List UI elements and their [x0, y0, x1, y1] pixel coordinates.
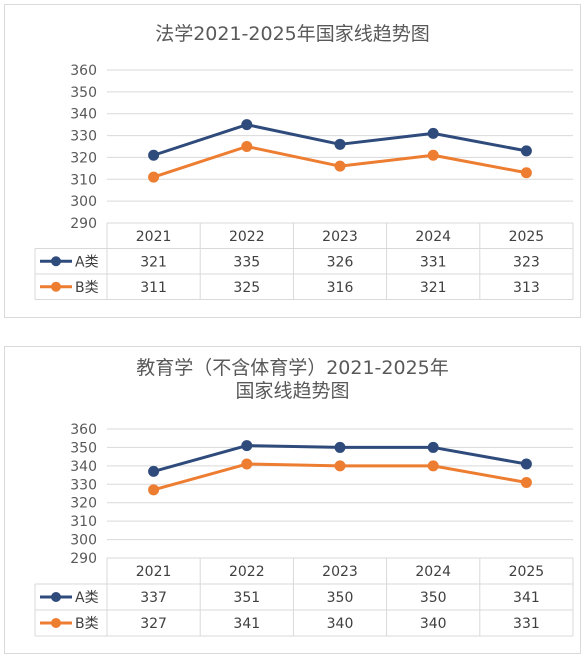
data-point — [148, 149, 160, 161]
legend-label: A类 — [75, 590, 99, 606]
x-tick-label: 2025 — [509, 564, 545, 580]
data-table-value: 313 — [513, 280, 540, 296]
data-point — [520, 167, 532, 179]
x-tick-label: 2023 — [322, 229, 358, 245]
data-point — [148, 465, 160, 477]
y-tick-label: 360 — [70, 422, 97, 438]
chart-title-line: 教育学（不含体育学）2021-2025年 — [136, 357, 449, 379]
data-table-value: 325 — [233, 280, 260, 296]
x-tick-label: 2024 — [415, 564, 451, 580]
x-tick-label: 2024 — [415, 229, 451, 245]
y-tick-label: 350 — [70, 440, 97, 456]
x-tick-label: 2025 — [509, 229, 545, 245]
legend-label: B类 — [75, 280, 99, 296]
chart-panel-education: 教育学（不含体育学）2021-2025年 国家线趋势图 290 300 310 320… — [4, 346, 581, 654]
legend-label: A类 — [75, 254, 99, 270]
y-tick-label: 310 — [70, 514, 97, 530]
data-point — [427, 460, 439, 472]
data-table-value: 350 — [420, 590, 447, 606]
data-table-value: 331 — [513, 616, 540, 632]
y-tick-label: 350 — [70, 85, 97, 101]
y-tick-label: 360 — [70, 63, 97, 79]
data-point — [334, 441, 346, 453]
data-point — [148, 484, 160, 496]
data-point — [334, 460, 346, 472]
data-table-value: 331 — [420, 254, 447, 270]
legend-key-marker — [51, 618, 61, 628]
x-tick-label: 2023 — [322, 564, 358, 580]
chart-canvas: 290 300 310 320 330 340 350 360 2021 2022 2023 2024… — [34, 422, 574, 637]
data-table-value: 321 — [420, 280, 447, 296]
x-tick-label: 2022 — [229, 564, 265, 580]
data-table-value: 316 — [327, 280, 354, 296]
data-table-value: 340 — [420, 616, 447, 632]
data-point — [427, 441, 439, 453]
x-tick-label: 2022 — [229, 229, 265, 245]
data-table-value: 341 — [513, 590, 540, 606]
legend-key-marker — [51, 281, 61, 292]
data-point — [334, 138, 346, 150]
data-point — [520, 458, 532, 470]
chart-title: 教育学（不含体育学）2021-2025年 国家线趋势图 — [5, 357, 580, 403]
y-tick-label: 330 — [70, 129, 97, 145]
data-table-value: 326 — [327, 254, 354, 270]
y-tick-label: 340 — [70, 107, 97, 123]
data-table-value: 321 — [140, 254, 167, 270]
y-tick-label: 320 — [70, 496, 97, 512]
y-tick-label: 320 — [70, 150, 97, 166]
data-table-value: 335 — [233, 254, 260, 270]
y-tick-label: 300 — [70, 194, 97, 210]
legend-key-marker — [51, 256, 61, 267]
data-table-value: 337 — [140, 590, 167, 606]
data-point — [427, 127, 439, 139]
legend-label: B类 — [75, 616, 99, 632]
data-table-value: 323 — [513, 254, 540, 270]
data-table-value: 341 — [233, 616, 260, 632]
y-tick-label: 310 — [70, 172, 97, 188]
data-table-value: 311 — [140, 280, 167, 296]
y-tick-label: 330 — [70, 477, 97, 493]
chart-title-line: 国家线趋势图 — [235, 380, 350, 402]
data-table-value: 327 — [140, 616, 167, 632]
x-tick-label: 2021 — [136, 229, 172, 245]
data-table-value: 351 — [233, 590, 260, 606]
data-point — [427, 149, 439, 161]
data-point — [334, 160, 346, 172]
x-tick-label: 2021 — [136, 564, 172, 580]
y-tick-label: 290 — [70, 551, 97, 567]
data-point — [520, 145, 532, 157]
data-point — [241, 119, 253, 131]
chart-panel-law: 法学2021-2025年国家线趋势图 290 300 310 320 330 340 350… — [4, 4, 581, 318]
data-table-value: 340 — [327, 616, 354, 632]
data-point — [148, 171, 160, 183]
chart-title: 法学2021-2025年国家线趋势图 — [5, 23, 580, 46]
y-tick-label: 290 — [70, 216, 97, 232]
chart-canvas: 290 300 310 320 330 340 350 360 2021 2022 2023 2024… — [34, 63, 574, 300]
legend-key-marker — [51, 592, 61, 602]
data-point — [241, 141, 253, 152]
data-point — [241, 458, 253, 470]
chart-title-line: 法学2021-2025年国家线趋势图 — [155, 23, 430, 45]
data-table-value: 350 — [327, 590, 354, 606]
y-tick-label: 340 — [70, 459, 97, 475]
data-point — [241, 440, 253, 452]
y-tick-label: 300 — [70, 533, 97, 549]
data-point — [520, 476, 532, 488]
